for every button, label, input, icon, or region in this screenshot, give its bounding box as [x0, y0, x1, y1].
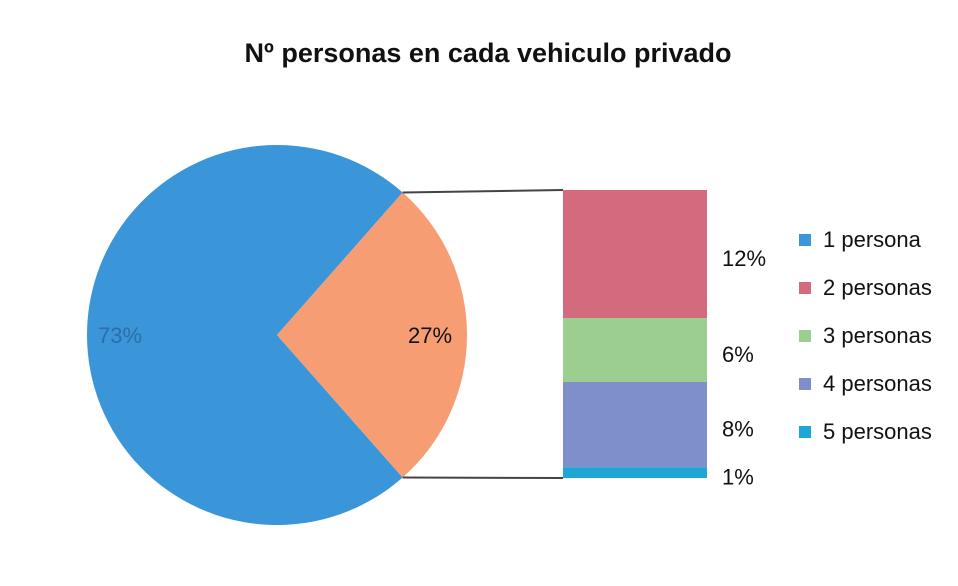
- chart-title: Nº personas en cada vehiculo privado: [244, 38, 731, 68]
- data-label: 27%: [408, 323, 452, 348]
- legend-label: 1 persona: [823, 227, 922, 252]
- legend-label: 3 personas: [823, 323, 932, 348]
- legend-swatch: [799, 234, 811, 246]
- legend-label: 5 personas: [823, 419, 932, 444]
- bar-segment: [563, 382, 707, 468]
- legend-label: 4 personas: [823, 371, 932, 396]
- data-label: 12%: [722, 246, 766, 271]
- legend-swatch: [799, 330, 811, 342]
- connector: [402, 189, 564, 194]
- data-label: 8%: [722, 416, 754, 441]
- data-label: 1%: [722, 464, 754, 489]
- legend-swatch: [799, 282, 811, 294]
- bar-segment: [563, 318, 707, 382]
- pie-slice: [87, 145, 403, 526]
- pie-slice: [277, 192, 468, 478]
- bar-segment: [563, 190, 707, 318]
- legend-swatch: [799, 378, 811, 390]
- legend-swatch: [799, 426, 811, 438]
- legend-label: 2 personas: [823, 275, 932, 300]
- bar-segment: [563, 467, 707, 478]
- data-label: 6%: [722, 342, 754, 367]
- data-label: 73%: [98, 323, 142, 348]
